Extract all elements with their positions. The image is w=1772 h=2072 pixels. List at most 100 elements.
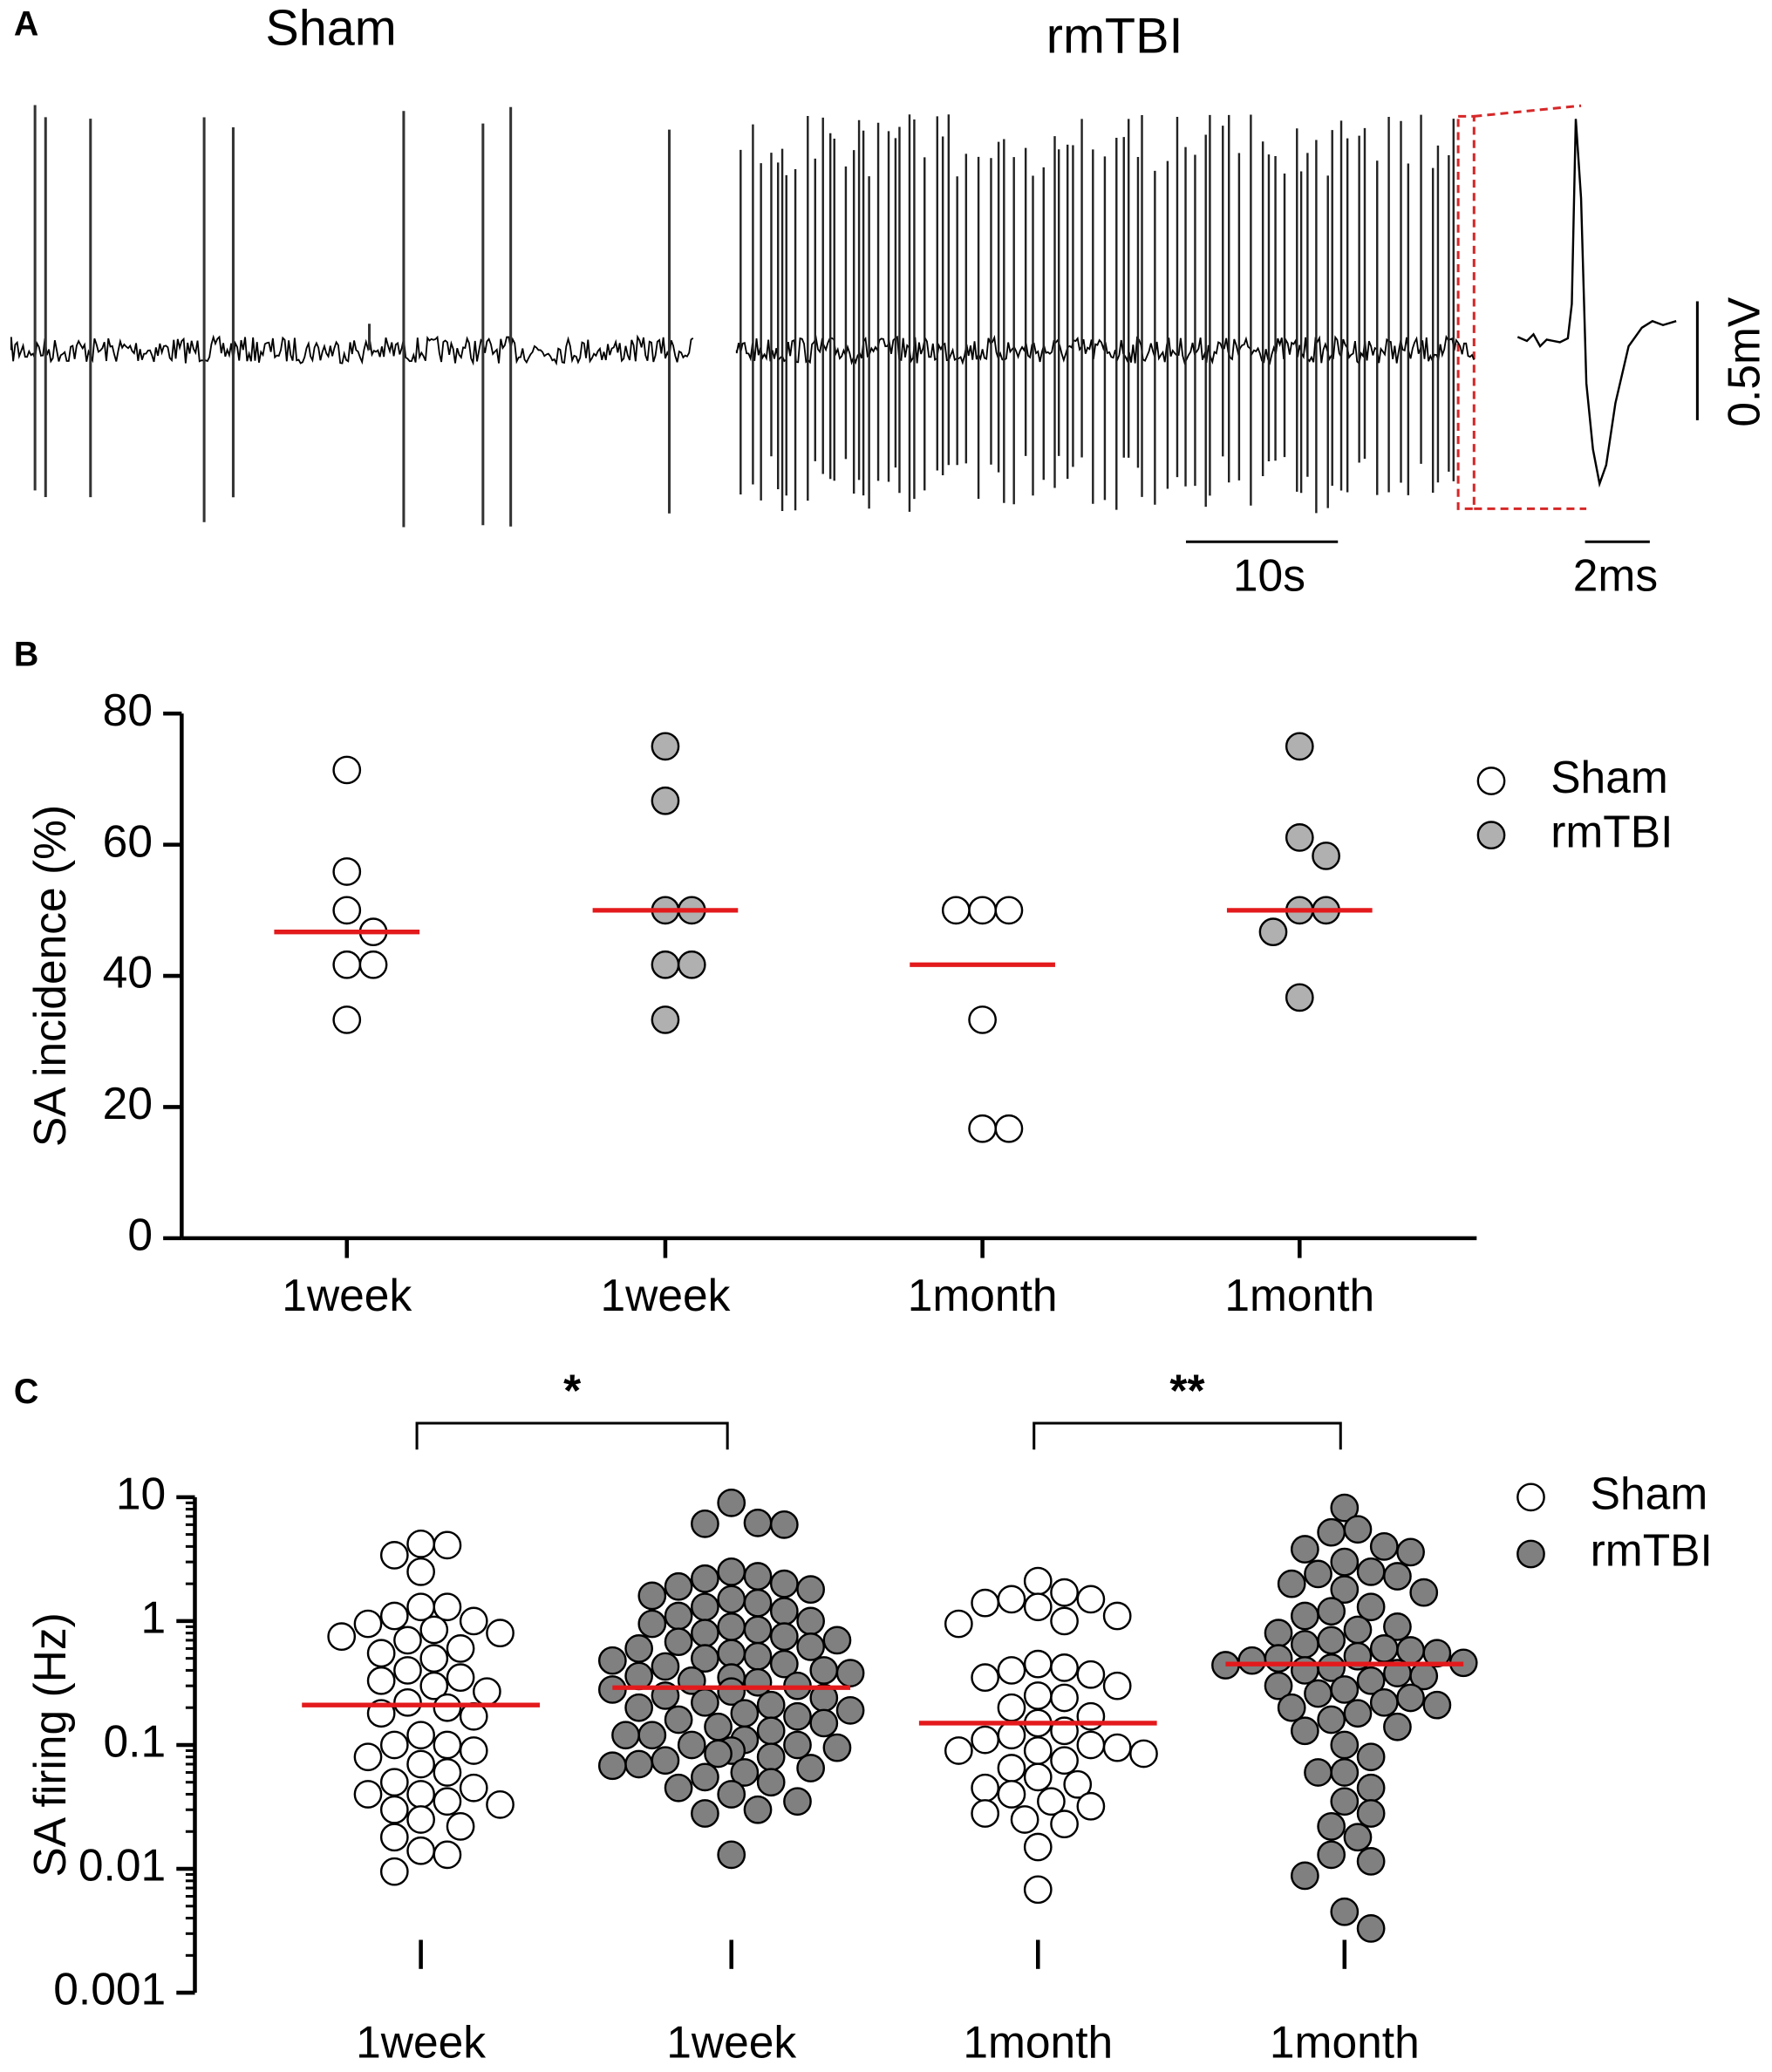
data-point bbox=[743, 1641, 773, 1671]
data-point bbox=[393, 1656, 422, 1685]
data-point bbox=[691, 1762, 719, 1792]
trace-spikes bbox=[739, 114, 1455, 514]
data-point bbox=[743, 1562, 773, 1591]
data-point bbox=[651, 732, 680, 761]
data-point bbox=[637, 1581, 667, 1611]
data-point bbox=[1290, 1630, 1319, 1659]
data-point bbox=[1050, 1683, 1079, 1713]
data-point bbox=[968, 896, 997, 925]
data-point bbox=[1023, 1681, 1053, 1710]
data-point bbox=[459, 1606, 488, 1636]
data-point bbox=[1343, 1823, 1373, 1852]
data-point bbox=[446, 1663, 475, 1693]
data-point bbox=[796, 1754, 825, 1782]
data-point bbox=[997, 1721, 1026, 1750]
data-point bbox=[691, 1592, 719, 1622]
data-point bbox=[624, 1634, 654, 1663]
y-tick-label: 0.1 bbox=[104, 1716, 167, 1767]
data-point bbox=[433, 1592, 462, 1622]
data-point bbox=[756, 1742, 786, 1772]
data-point bbox=[1023, 1566, 1053, 1596]
data-point bbox=[624, 1693, 654, 1722]
data-point bbox=[994, 1114, 1024, 1143]
data-point bbox=[691, 1509, 719, 1538]
trace-title: Sham bbox=[265, 1, 396, 57]
data-point bbox=[651, 1652, 680, 1681]
data-point bbox=[459, 1736, 488, 1765]
data-point bbox=[809, 1708, 839, 1738]
data-point bbox=[691, 1619, 719, 1648]
data-point bbox=[419, 1671, 449, 1701]
data-point bbox=[651, 1746, 680, 1776]
significance-label: * bbox=[563, 1365, 581, 1415]
data-point bbox=[1050, 1606, 1079, 1636]
data-point bbox=[730, 1758, 760, 1787]
data-point bbox=[1129, 1739, 1158, 1769]
significance-label: ** bbox=[1169, 1365, 1204, 1415]
y-tick-label: 0 bbox=[127, 1209, 153, 1259]
data-point bbox=[1343, 1615, 1373, 1645]
data-point bbox=[379, 1857, 409, 1886]
data-point bbox=[1330, 1547, 1360, 1577]
data-point bbox=[366, 1666, 396, 1695]
data-point bbox=[406, 1805, 435, 1834]
data-point bbox=[997, 1780, 1026, 1809]
data-point bbox=[1317, 1626, 1346, 1655]
scale-label: 2ms bbox=[1573, 549, 1658, 600]
data-point bbox=[1422, 1639, 1452, 1668]
data-point bbox=[1010, 1805, 1039, 1834]
data-point bbox=[1102, 1601, 1132, 1631]
legend-label: rmTBI bbox=[1591, 1525, 1713, 1576]
data-point bbox=[941, 896, 971, 925]
data-point bbox=[664, 1601, 693, 1631]
data-point bbox=[1383, 1712, 1412, 1741]
data-point bbox=[1023, 1649, 1053, 1679]
data-point bbox=[1317, 1840, 1346, 1870]
data-point bbox=[944, 1736, 973, 1765]
panel-label: A bbox=[14, 5, 38, 44]
data-point bbox=[1023, 1832, 1053, 1862]
data-point bbox=[783, 1730, 812, 1760]
data-point bbox=[1050, 1746, 1079, 1776]
data-point bbox=[783, 1701, 812, 1731]
data-point bbox=[1290, 1601, 1319, 1631]
data-point bbox=[1369, 1634, 1399, 1663]
data-point bbox=[971, 1773, 1000, 1803]
data-point bbox=[393, 1687, 422, 1717]
y-tick-label: 80 bbox=[103, 685, 153, 735]
x-tick-label: 1week bbox=[282, 1270, 412, 1320]
scale-label: 0.5mV bbox=[1719, 296, 1769, 427]
data-point bbox=[1050, 1653, 1079, 1682]
data-point bbox=[651, 950, 680, 979]
data-point bbox=[677, 950, 706, 979]
data-point bbox=[835, 1695, 865, 1725]
data-point bbox=[1304, 1758, 1332, 1787]
data-point bbox=[717, 1840, 746, 1870]
data-point bbox=[366, 1639, 396, 1668]
data-point bbox=[783, 1787, 812, 1816]
data-point bbox=[1290, 1716, 1319, 1746]
data-point bbox=[327, 1622, 357, 1652]
data-point bbox=[971, 1588, 1000, 1618]
y-tick-label: 20 bbox=[103, 1078, 153, 1128]
data-point bbox=[769, 1597, 799, 1626]
data-point bbox=[1356, 1557, 1386, 1586]
data-point bbox=[1023, 1592, 1053, 1622]
data-point bbox=[1050, 1578, 1079, 1607]
data-point bbox=[691, 1687, 719, 1717]
data-point bbox=[1290, 1535, 1319, 1564]
data-point bbox=[743, 1795, 773, 1824]
data-point bbox=[769, 1622, 799, 1652]
data-point bbox=[419, 1644, 449, 1673]
data-point bbox=[1285, 983, 1314, 1012]
data-point bbox=[406, 1721, 435, 1750]
y-tick-label: 0.01 bbox=[78, 1840, 166, 1891]
x-tick-label: 1month bbox=[1270, 2016, 1420, 2067]
data-point bbox=[971, 1799, 1000, 1828]
legend-marker bbox=[1516, 1482, 1545, 1512]
data-point bbox=[486, 1789, 515, 1819]
y-tick-label: 0.001 bbox=[53, 1964, 166, 2014]
data-point bbox=[446, 1812, 475, 1841]
data-point bbox=[1277, 1569, 1306, 1598]
x-tick-label: 1week bbox=[600, 1270, 730, 1320]
